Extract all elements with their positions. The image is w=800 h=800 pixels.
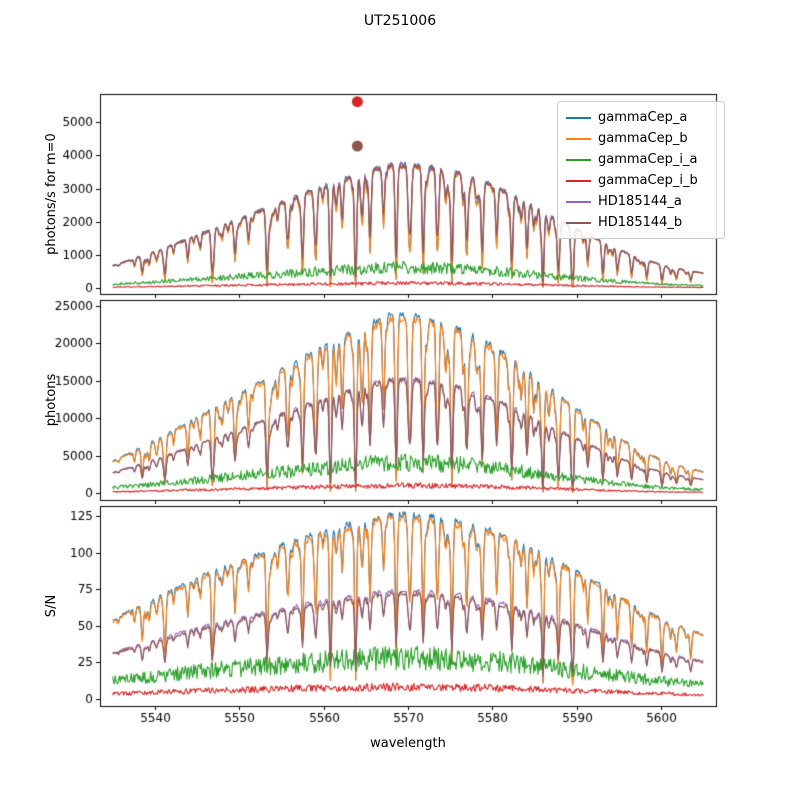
- legend-label: gammaCep_a: [598, 110, 688, 125]
- ylabel-panel-middle: photons: [44, 373, 59, 427]
- legend-line-swatch: [566, 137, 591, 140]
- legend: gammaCep_a gammaCep_b gammaCep_i_a gamma…: [557, 101, 725, 239]
- legend-label: gammaCep_b: [598, 131, 688, 146]
- ylabel-panel-top: photons/s for m=0: [44, 133, 59, 255]
- ylabel-panel-bottom: S/N: [44, 594, 59, 618]
- legend-line-swatch: [566, 158, 591, 161]
- legend-item: HD185144_b: [566, 212, 716, 233]
- legend-item: gammaCep_a: [566, 107, 716, 128]
- legend-line-swatch: [566, 116, 591, 119]
- legend-label: gammaCep_i_a: [598, 152, 698, 167]
- legend-item: gammaCep_i_a: [566, 149, 716, 170]
- legend-label: HD185144_a: [598, 194, 682, 209]
- legend-line-swatch: [566, 221, 591, 224]
- legend-item: gammaCep_i_b: [566, 170, 716, 191]
- legend-label: gammaCep_i_b: [598, 173, 698, 188]
- legend-item: gammaCep_b: [566, 128, 716, 149]
- legend-line-swatch: [566, 179, 591, 182]
- legend-label: HD185144_b: [598, 215, 683, 230]
- xlabel: wavelength: [370, 736, 446, 751]
- legend-line-swatch: [566, 200, 591, 203]
- legend-item: HD185144_a: [566, 191, 716, 212]
- figure-title: UT251006: [363, 13, 437, 29]
